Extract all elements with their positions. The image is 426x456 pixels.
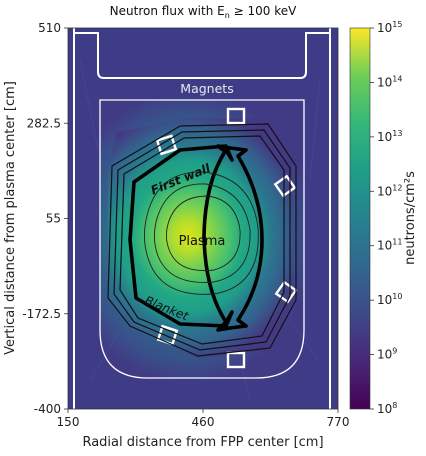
colorbar-tick-label: 1014 bbox=[377, 74, 402, 89]
colorbar-tick-label: 1010 bbox=[377, 292, 402, 307]
x-tick-label: 150 bbox=[57, 415, 80, 429]
magnet-inner-contour bbox=[99, 99, 305, 379]
colorbar-tick-label: 109 bbox=[377, 347, 397, 362]
y-axis-title: Vertical distance from plasma center [cm… bbox=[3, 81, 18, 355]
colorbar bbox=[349, 27, 371, 410]
blanket-contours bbox=[107, 123, 297, 357]
colorbar-label: neutrons/cm²s bbox=[403, 171, 418, 265]
colorbar-ticks: 1015 1014 1013 1012 1011 1010 109 108 bbox=[370, 20, 402, 416]
first-wall bbox=[128, 144, 264, 332]
colorbar-tick-label: 1015 bbox=[377, 20, 402, 35]
y-tick-label: 510 bbox=[38, 21, 61, 35]
colorbar-tick-label: 108 bbox=[377, 401, 397, 416]
y-tick-label: 55 bbox=[46, 212, 61, 226]
port-box-upper-right bbox=[273, 174, 297, 198]
port-box-bottom bbox=[226, 351, 246, 369]
y-tick-label: -172.5 bbox=[22, 307, 61, 321]
colorbar-tick-label: 1011 bbox=[377, 238, 402, 253]
x-axis-title: Radial distance from FPP center [cm] bbox=[82, 435, 323, 450]
port-box-top bbox=[226, 107, 246, 125]
x-tick-label: 460 bbox=[192, 415, 215, 429]
annotation-magnets: Magnets bbox=[180, 81, 233, 96]
plasma-flux-surfaces bbox=[143, 171, 259, 295]
y-tick-label: 282.5 bbox=[27, 116, 61, 130]
annotation-plasma: Plasma bbox=[179, 234, 226, 249]
chart-title: Neutron flux with En ≥ 100 keV bbox=[110, 4, 297, 20]
x-tick-label: 770 bbox=[327, 415, 350, 429]
port-box-upper-left bbox=[155, 134, 178, 156]
x-axis-ticks: 150 460 770 bbox=[57, 409, 350, 429]
y-axis-ticks: 510 282.5 55 -172.5 -400 bbox=[22, 21, 68, 416]
y-tick-label: -400 bbox=[34, 402, 61, 416]
outer-shell-contour bbox=[73, 290, 331, 409]
colorbar-tick-label: 1013 bbox=[377, 129, 402, 144]
colorbar-tick-label: 1012 bbox=[377, 183, 402, 198]
